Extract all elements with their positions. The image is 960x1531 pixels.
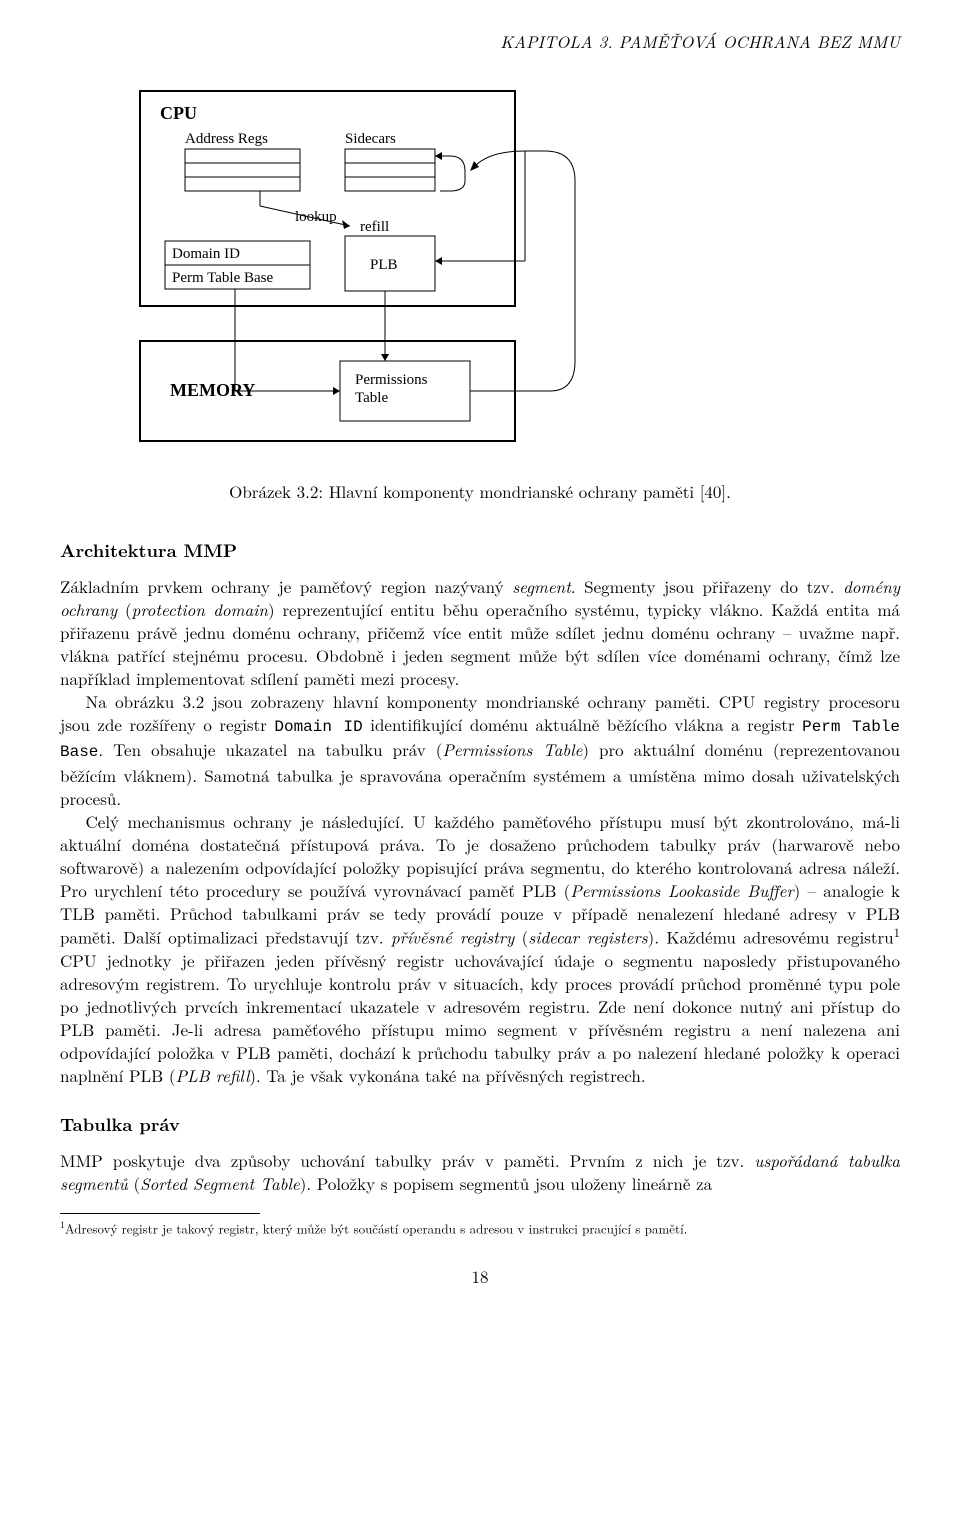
domain-id-label: Domain ID xyxy=(172,246,240,262)
term-sidecar: sidecar registers xyxy=(528,925,647,949)
cpu-label: CPU xyxy=(160,103,197,123)
footnote: 1Adresový registr je takový registr, kte… xyxy=(60,1218,900,1237)
figure-caption: Obrázek 3.2: Hlavní komponenty mondrians… xyxy=(60,480,900,503)
text: . Ten obsahuje ukazatel na tabulku práv … xyxy=(98,737,442,761)
text: ( xyxy=(514,925,528,949)
page-number: 18 xyxy=(60,1265,900,1288)
footnote-text: Adresový registr je takový registr, kter… xyxy=(65,1218,687,1237)
address-regs-label: Address Regs xyxy=(185,131,268,147)
term-privesne: přívěsné registry xyxy=(391,925,514,949)
footnote-rule xyxy=(60,1213,260,1214)
text: MMP poskytuje dva způsoby uchování tabul… xyxy=(60,1148,754,1172)
text: ( xyxy=(128,1171,140,1195)
lookup-label: lookup xyxy=(295,209,337,225)
paragraph-1: Základním prvkem ochrany je paměťový reg… xyxy=(60,575,900,690)
diagram: CPU Address Regs Sidecars lookup refill … xyxy=(130,81,610,466)
text: identifikující doménu aktuálně běžícího … xyxy=(363,712,802,736)
term-permissions-table: Permissions Table xyxy=(442,737,582,761)
term-segment: segment xyxy=(512,574,571,598)
refill-label: refill xyxy=(360,219,389,235)
page-header: KAPITOLA 3. PAMĚŤOVÁ OCHRANA BEZ MMU xyxy=(60,30,900,53)
perm-table-base-label: Perm Table Base xyxy=(172,270,273,286)
paragraph-4: MMP poskytuje dva způsoby uchování tabul… xyxy=(60,1149,900,1195)
sidecars-label: Sidecars xyxy=(345,131,396,147)
term-plb-refill: PLB refill xyxy=(175,1063,249,1087)
text: ( xyxy=(117,597,132,621)
perm-table-label-1: Permissions xyxy=(355,372,428,388)
term-plb: Permissions Lookaside Buffer xyxy=(570,878,793,902)
text: ). Ta je však vykonána také na přívěsnýc… xyxy=(249,1063,645,1087)
text: . Segmenty jsou přiřazeny do tzv. xyxy=(571,574,843,598)
text: ). Každému adresovému registru xyxy=(648,925,894,949)
section-tabulka-prav: Tabulka práv xyxy=(60,1113,900,1137)
plb-label: PLB xyxy=(370,257,398,273)
section-architektura: Architektura MMP xyxy=(60,539,900,563)
paragraph-2: Na obrázku 3.2 jsou zobrazeny hlavní kom… xyxy=(60,690,900,810)
text: ). Položky s popisem segmentů jsou ulože… xyxy=(300,1171,712,1195)
memory-label: MEMORY xyxy=(170,380,255,400)
term-sst: Sorted Segment Table xyxy=(140,1171,300,1195)
footnote-ref: 1 xyxy=(894,923,900,941)
text: Základním prvkem ochrany je paměťový reg… xyxy=(60,574,512,598)
perm-table-label-2: Table xyxy=(355,390,388,406)
code-domain-id: Domain ID xyxy=(274,718,362,736)
paragraph-3: Celý mechanismus ochrany je následující.… xyxy=(60,810,900,1087)
term-protection-domain: protection domain xyxy=(132,597,268,621)
